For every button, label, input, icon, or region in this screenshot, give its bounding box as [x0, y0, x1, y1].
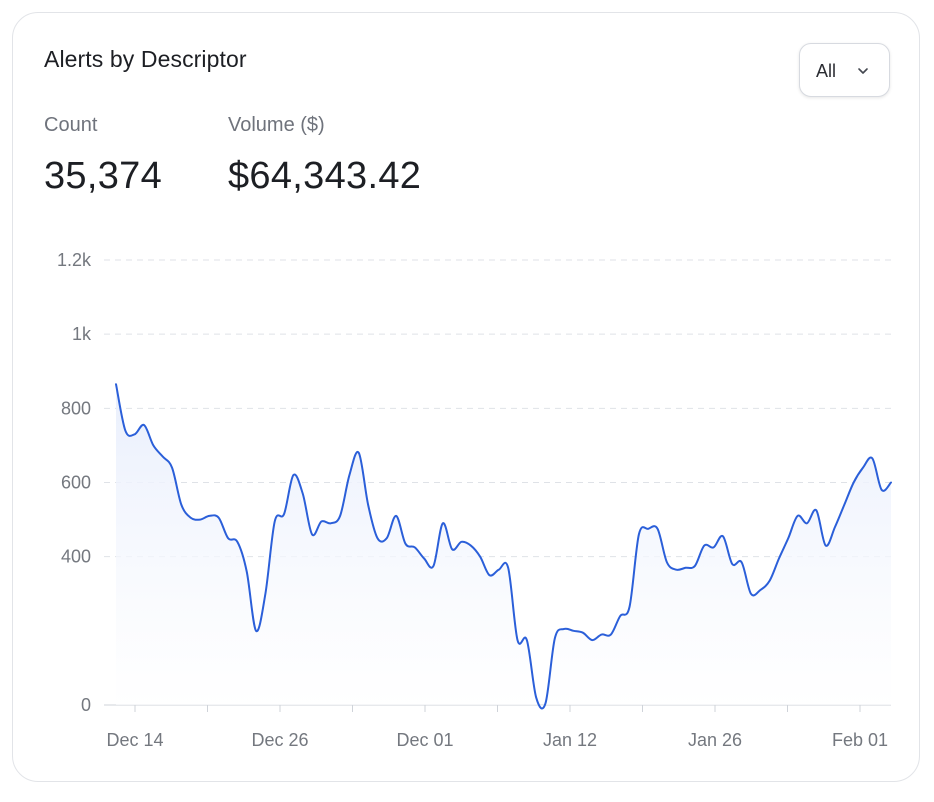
x-tick-label: Dec 26 [251, 730, 308, 750]
count-label: Count [44, 114, 98, 136]
y-tick-label: 800 [61, 398, 91, 418]
chevron-down-icon [858, 68, 868, 74]
x-tick-label: Dec 14 [106, 730, 163, 750]
grid-lines [104, 259, 891, 558]
x-tick-label: Feb 01 [832, 730, 888, 750]
y-tick-label: 400 [61, 547, 91, 567]
y-tick-label: 0 [81, 695, 91, 715]
filter-dropdown[interactable]: All [799, 43, 890, 97]
y-tick-label: 600 [61, 473, 91, 493]
x-axis: Dec 14 Dec 26 Dec 01 Jan 12 Jan 26 Feb 01 [104, 704, 891, 750]
card-title: Alerts by Descriptor [44, 46, 247, 72]
series-area [116, 384, 891, 709]
x-tick-label: Jan 12 [543, 730, 597, 750]
y-tick-label: 1k [72, 324, 92, 344]
volume-value: $64,343.42 [228, 155, 422, 197]
x-tick-label: Dec 01 [396, 730, 453, 750]
y-axis-labels: 0 400 600 800 1k 1.2k [57, 250, 92, 715]
count-value: 35,374 [44, 155, 163, 197]
x-tick-label: Jan 26 [688, 730, 742, 750]
y-tick-label: 1.2k [57, 250, 92, 270]
series-line [115, 383, 892, 710]
volume-label: Volume ($) [228, 114, 325, 136]
filter-dropdown-value: All [816, 61, 837, 81]
